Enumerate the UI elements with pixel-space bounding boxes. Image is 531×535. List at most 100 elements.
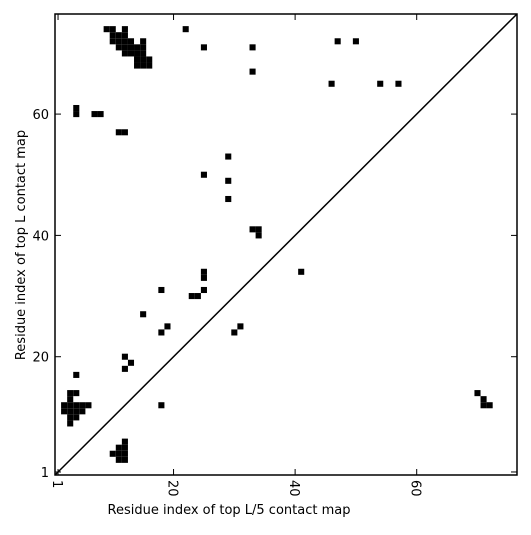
- contact-cell: [200, 286, 207, 294]
- contact-cell: [61, 402, 68, 409]
- contact-cell: [115, 456, 122, 463]
- contact-cell: [121, 129, 128, 136]
- contact-cell: [121, 38, 128, 45]
- contact-cell: [127, 50, 135, 57]
- y-tick-label: 40: [32, 229, 49, 244]
- contact-cell: [200, 274, 207, 281]
- contact-cell: [109, 32, 116, 39]
- contact-cell: [109, 38, 116, 45]
- contact-cell: [121, 44, 128, 51]
- contact-cell: [134, 56, 141, 63]
- x-tick-label: 20: [165, 480, 180, 497]
- contact-cell: [73, 390, 80, 397]
- x-axis-label: Residue index of top L/5 contact map: [108, 503, 351, 518]
- contact-cell: [134, 50, 141, 57]
- contact-cell: [377, 80, 384, 87]
- contact-cell: [109, 450, 116, 457]
- contact-cell: [200, 171, 207, 178]
- contact-cell: [298, 268, 305, 275]
- contact-cell: [73, 414, 80, 421]
- contact-cell: [67, 396, 74, 403]
- contact-cell: [67, 408, 74, 415]
- contact-cell: [127, 38, 135, 45]
- contact-cell: [97, 111, 104, 118]
- diagonal: [54, 13, 518, 476]
- contact-cell: [249, 226, 256, 233]
- contact-cell: [67, 390, 74, 397]
- contact-cell: [67, 402, 74, 409]
- contact-cell: [73, 408, 80, 415]
- contact-cell: [91, 111, 98, 118]
- contact-cell: [225, 195, 232, 203]
- y-tick-label: 60: [32, 108, 49, 123]
- contact-cell: [121, 365, 128, 372]
- contact-cell: [115, 32, 122, 39]
- contact-cell: [127, 44, 135, 51]
- contact-cell: [146, 62, 153, 69]
- contact-cell: [109, 26, 116, 33]
- contact-cell: [474, 390, 481, 397]
- contact-cell: [231, 329, 238, 336]
- contact-cell: [121, 353, 128, 360]
- contact-cell: [121, 450, 128, 457]
- contact-cell: [140, 38, 147, 45]
- contact-cell: [79, 402, 86, 409]
- contact-cell: [188, 293, 195, 300]
- contact-cell: [73, 104, 80, 112]
- contact-cell: [73, 402, 80, 409]
- contact-cell: [486, 402, 493, 409]
- contact-cell: [121, 26, 128, 33]
- contact-cell: [352, 38, 359, 45]
- x-tick-label: 1: [49, 480, 64, 488]
- y-axis-label: Residue index of top L contact map: [14, 130, 29, 360]
- contact-cell: [182, 26, 189, 33]
- plot-frame: [54, 13, 518, 476]
- contact-cell: [200, 268, 207, 275]
- contact-cell: [225, 153, 232, 160]
- contact-cell: [164, 323, 171, 330]
- contact-cell: [115, 44, 122, 51]
- contact-cell: [395, 80, 402, 87]
- contact-cell: [249, 44, 256, 51]
- contact-cell: [140, 50, 147, 57]
- contact-cell: [115, 444, 122, 451]
- contact-cell: [140, 311, 147, 318]
- x-tick-label: 40: [286, 480, 301, 497]
- contact-cell: [121, 438, 128, 445]
- contact-cell: [328, 80, 335, 87]
- contact-cell: [134, 44, 141, 51]
- contact-cell: [121, 50, 128, 57]
- x-tick-label: 60: [408, 480, 423, 497]
- contact-cell: [115, 129, 122, 136]
- contact-cell: [140, 56, 147, 63]
- contact-cell: [249, 68, 256, 75]
- contact-cell: [146, 56, 153, 63]
- contact-cell: [200, 44, 207, 51]
- contact-cell: [67, 420, 74, 427]
- contact-cell: [67, 414, 74, 421]
- contact-cell: [140, 62, 147, 69]
- contact-cell: [115, 38, 122, 45]
- y-tick-label: 1: [41, 466, 49, 481]
- contact-cell: [255, 226, 262, 233]
- contact-cell: [115, 450, 122, 457]
- contact-cell: [73, 111, 80, 118]
- contact-cell: [85, 402, 92, 409]
- contact-cell: [334, 38, 341, 45]
- contact-cell: [73, 371, 80, 378]
- contact-cell: [121, 32, 128, 39]
- contact-cell: [158, 286, 165, 294]
- contact-cell: [61, 408, 68, 415]
- contact-cell: [140, 44, 147, 51]
- contact-cell: [134, 62, 141, 69]
- contact-cell: [79, 408, 86, 415]
- contact-cell: [103, 26, 110, 33]
- contact-cell: [127, 359, 135, 366]
- contact-cell: [480, 396, 487, 403]
- contact-cell: [255, 232, 262, 239]
- contact-cell: [121, 444, 128, 451]
- contact-cell: [121, 456, 128, 463]
- contact-cell: [225, 177, 232, 184]
- y-tick-label: 20: [32, 351, 49, 366]
